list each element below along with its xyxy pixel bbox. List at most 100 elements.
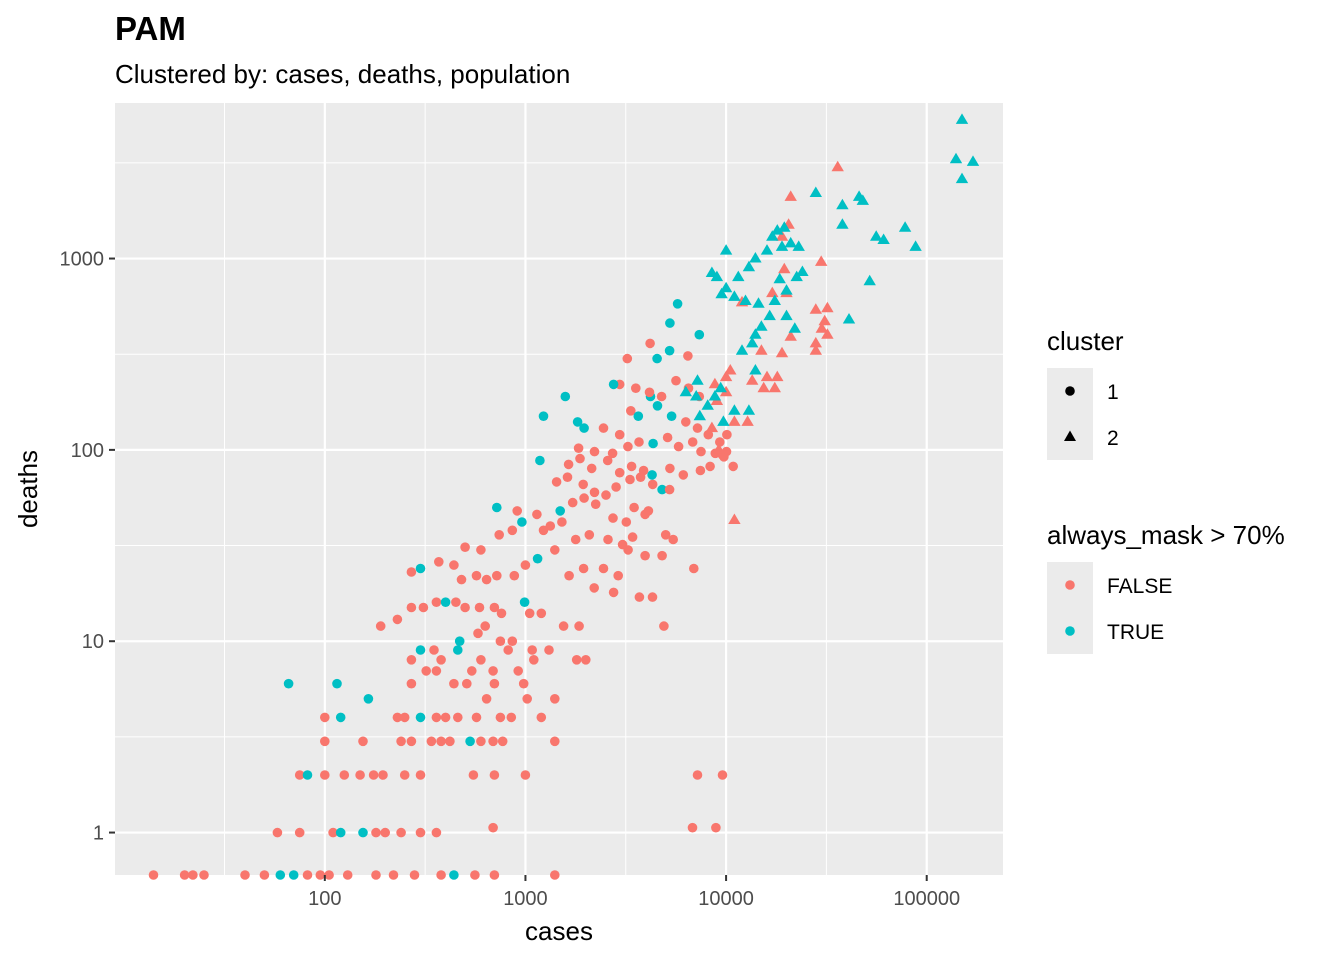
data-point-cluster-1 [614, 429, 625, 440]
data-point-cluster-1 [489, 678, 500, 689]
data-point-cluster-1 [283, 678, 294, 689]
data-point-cluster-1 [320, 712, 330, 723]
data-point-cluster-1 [388, 870, 399, 880]
data-point-cluster-2 [856, 194, 869, 205]
data-point-cluster-1 [570, 534, 581, 545]
legend-cluster-title: cluster [1047, 326, 1124, 356]
data-point-cluster-1 [320, 770, 330, 780]
legend-triangle-icon [1064, 430, 1076, 441]
data-point-cluster-2 [728, 513, 741, 524]
data-point-cluster-1 [148, 870, 159, 880]
data-point-cluster-2 [701, 399, 714, 410]
data-point-cluster-1 [476, 545, 486, 555]
data-point-cluster-1 [392, 614, 403, 625]
data-point-cluster-1 [629, 502, 639, 513]
data-point-cluster-1 [621, 517, 632, 527]
data-point-cluster-1 [507, 636, 518, 646]
y-tick-label: 1 [93, 823, 104, 845]
data-point-cluster-2 [719, 244, 733, 255]
data-point-cluster-1 [406, 602, 417, 613]
data-point-cluster-1 [396, 827, 406, 838]
data-point-cluster-1 [647, 479, 658, 490]
data-point-cluster-1 [355, 770, 365, 780]
data-point-cluster-1 [614, 467, 625, 478]
data-point-cluster-1 [426, 736, 437, 747]
data-point-cluster-1 [598, 423, 609, 433]
data-point-cluster-1 [683, 351, 693, 361]
data-point-cluster-1 [519, 597, 530, 607]
x-tick-label: 10000 [698, 888, 754, 910]
data-point-cluster-1 [488, 822, 498, 833]
data-point-cluster-1 [507, 525, 518, 536]
data-point-cluster-1 [406, 736, 417, 747]
data-point-cluster-1 [589, 446, 600, 457]
data-point-cluster-1 [418, 602, 429, 613]
data-point-cluster-1 [460, 542, 470, 552]
data-point-cluster-1 [179, 870, 190, 880]
data-point-cluster-2 [746, 374, 759, 385]
data-point-cluster-2 [691, 374, 704, 385]
data-point-cluster-1 [640, 550, 650, 561]
data-point-cluster-2 [842, 313, 856, 324]
data-point-cluster-1 [662, 432, 673, 443]
data-point-cluster-2 [775, 346, 789, 358]
data-point-cluster-1 [492, 570, 502, 581]
data-point-cluster-1 [532, 553, 543, 564]
data-point-cluster-1 [509, 570, 520, 581]
data-point-cluster-1 [694, 329, 705, 340]
data-point-cluster-2 [955, 113, 969, 124]
data-point-cluster-2 [784, 190, 797, 201]
data-point-cluster-2 [775, 240, 789, 251]
data-point-cluster-1 [664, 345, 675, 356]
data-point-cluster-1 [513, 666, 523, 676]
data-point-cluster-1 [503, 645, 513, 655]
data-point-cluster-1 [722, 429, 732, 440]
x-tick-label: 100 [308, 888, 341, 910]
data-point-cluster-1 [476, 736, 486, 747]
data-point-cluster-1 [643, 506, 654, 516]
data-point-cluster-2 [693, 409, 706, 421]
data-point-cluster-2 [780, 284, 793, 295]
data-point-cluster-1 [512, 506, 522, 516]
data-point-cluster-1 [715, 437, 725, 447]
data-point-cluster-2 [809, 303, 822, 314]
data-point-cluster-1 [518, 678, 529, 689]
data-point-cluster-1 [492, 502, 502, 513]
data-point-cluster-2 [768, 381, 781, 393]
data-point-cluster-1 [440, 597, 451, 607]
data-point-cluster-2 [712, 443, 725, 454]
data-point-cluster-1 [489, 770, 500, 780]
data-point-cluster-1 [522, 694, 532, 704]
data-point-cluster-2 [768, 294, 781, 305]
data-point-cluster-1 [703, 429, 714, 440]
data-point-cluster-1 [536, 608, 547, 619]
data-point-cluster-2 [766, 230, 779, 241]
data-point-cluster-1 [574, 621, 584, 631]
data-point-cluster-1 [488, 736, 498, 747]
data-point-cluster-1 [644, 387, 655, 398]
data-point-cluster-1 [456, 574, 467, 585]
data-point-cluster-1 [440, 712, 451, 723]
data-point-cluster-1 [647, 470, 657, 480]
data-point-cluster-2 [809, 186, 822, 197]
data-point-cluster-2 [741, 415, 754, 426]
data-point-cluster-1 [489, 602, 500, 613]
data-point-cluster-1 [601, 490, 611, 500]
grid-minor [115, 103, 1003, 875]
data-point-cluster-1 [481, 694, 492, 704]
data-point-cluster-1 [681, 417, 691, 427]
data-point-cluster-1 [188, 870, 198, 880]
grid-major [115, 103, 1003, 875]
data-point-cluster-2 [717, 415, 730, 426]
data-point-cluster-1 [586, 463, 597, 474]
data-point-cluster-1 [538, 411, 549, 422]
data-point-cluster-2 [760, 370, 774, 382]
y-tick-label: 10 [82, 631, 104, 653]
data-point-cluster-1 [687, 437, 698, 447]
data-point-cluster-1 [399, 770, 410, 780]
data-point-cluster-1 [275, 870, 286, 880]
data-point-cluster-1 [494, 530, 505, 540]
data-point-cluster-1 [578, 563, 589, 574]
data-point-cluster-1 [608, 379, 619, 390]
chart-title: PAM [115, 10, 186, 47]
